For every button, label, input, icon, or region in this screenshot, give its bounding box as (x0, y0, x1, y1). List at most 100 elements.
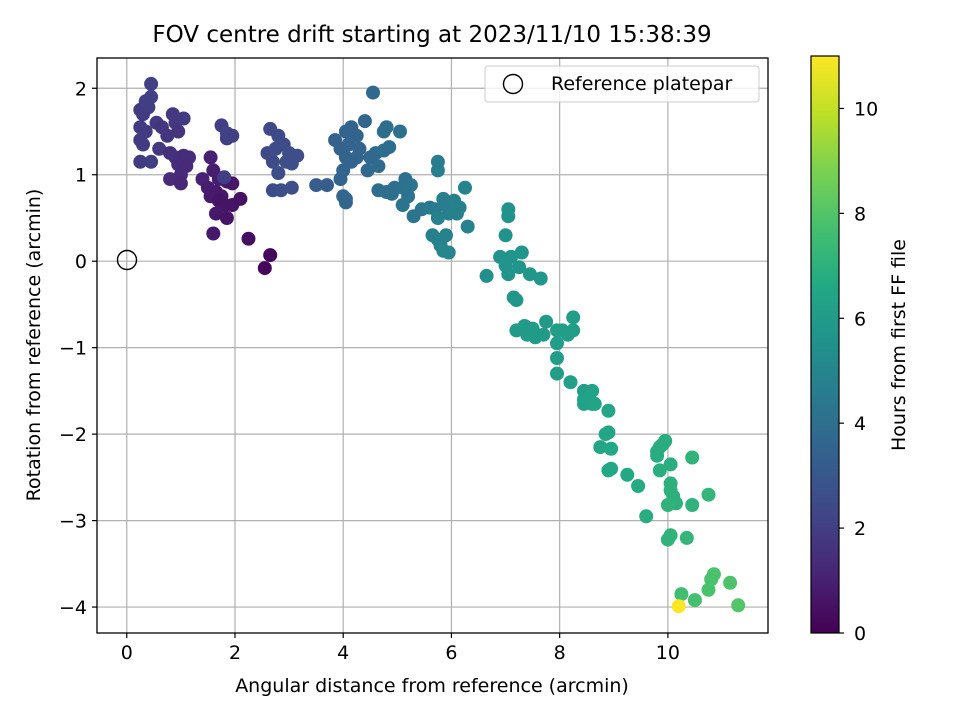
data-point (566, 310, 581, 325)
data-point (217, 170, 232, 185)
data-point (430, 211, 445, 225)
data-point (536, 327, 551, 342)
y-tick-label: 0 (75, 251, 87, 273)
data-point (479, 268, 494, 283)
data-point (601, 425, 616, 440)
colorbar-tick-label: 6 (854, 308, 866, 330)
data-point (706, 567, 721, 582)
data-point (341, 137, 356, 152)
data-point (522, 267, 537, 282)
data-point (265, 154, 280, 169)
data-point (393, 124, 407, 139)
data-point (176, 111, 191, 126)
data-point (379, 120, 394, 135)
data-point (550, 366, 564, 381)
x-tick-label: 4 (337, 642, 349, 664)
data-point (136, 137, 150, 152)
y-tick-label: −2 (59, 424, 87, 446)
data-point (550, 336, 564, 351)
legend-marker-icon (502, 73, 524, 95)
data-point (320, 178, 334, 193)
data-point (219, 211, 234, 225)
data-point (233, 191, 248, 206)
data-point (268, 141, 283, 156)
data-point (723, 575, 738, 590)
legend: Reference platepar (484, 65, 760, 103)
data-point (639, 509, 654, 524)
data-point (441, 245, 456, 260)
data-point (209, 206, 223, 221)
data-point (439, 228, 453, 243)
data-points (133, 76, 746, 614)
y-tick-label: −3 (59, 511, 87, 533)
data-point (650, 448, 665, 463)
data-point (449, 206, 464, 221)
data-point (144, 76, 159, 91)
data-point (509, 293, 524, 308)
data-point (284, 156, 299, 171)
colorbar-tick-label: 2 (854, 518, 866, 540)
data-point (284, 180, 299, 195)
colorbar-tick-label: 4 (854, 413, 866, 435)
data-point (685, 498, 700, 512)
y-tick-label: −1 (59, 338, 87, 360)
data-point (550, 351, 564, 365)
data-point (631, 479, 646, 493)
data-point (501, 209, 516, 224)
data-point (371, 159, 386, 174)
data-point (206, 226, 221, 241)
data-point (241, 231, 256, 246)
colorbar-label: Hours from first FF file (888, 239, 910, 451)
y-tick-label: −4 (59, 597, 87, 619)
data-point (160, 128, 175, 143)
colorbar-tick-label: 8 (854, 203, 866, 225)
data-point (539, 314, 554, 329)
colorbar-tick-label: 10 (854, 98, 878, 120)
y-axis-label: Rotation from reference (arcmin) (23, 189, 45, 502)
data-point (685, 450, 700, 465)
reference-platepar-marker (116, 249, 138, 271)
data-point (257, 261, 272, 276)
data-point (601, 463, 616, 478)
data-point (674, 587, 689, 602)
plot-frame (96, 57, 769, 634)
data-point (360, 163, 375, 178)
x-axis: 0 2 4 6 8 10 (121, 633, 680, 664)
data-point (163, 172, 178, 187)
chart-title: FOV centre drift starting at 2023/11/10 … (152, 22, 711, 48)
data-point (563, 375, 578, 390)
data-point (309, 178, 324, 193)
data-point (430, 154, 445, 169)
data-point (263, 248, 278, 263)
data-point (620, 467, 635, 482)
data-point (660, 498, 675, 512)
data-point (458, 180, 472, 195)
data-point (395, 198, 410, 212)
data-point (533, 271, 548, 286)
y-tick-label: 2 (75, 78, 87, 100)
data-point (144, 154, 159, 169)
data-point (376, 143, 391, 158)
data-point (587, 396, 602, 411)
x-tick-label: 8 (554, 642, 566, 664)
data-point (501, 267, 516, 282)
data-point (601, 403, 616, 418)
data-point (566, 323, 581, 338)
data-point (219, 126, 234, 141)
data-point (663, 457, 678, 472)
data-point (357, 114, 372, 129)
data-point (731, 598, 746, 613)
data-point (152, 141, 167, 156)
x-tick-label: 0 (121, 642, 133, 664)
data-point (687, 593, 702, 608)
data-point (593, 440, 608, 455)
data-point (173, 176, 188, 191)
data-point (349, 150, 364, 165)
data-point (171, 124, 186, 139)
data-point (366, 85, 380, 100)
data-point (271, 166, 286, 180)
x-axis-label: Angular distance from reference (arcmin) (235, 675, 629, 697)
x-tick-label: 10 (656, 642, 680, 664)
data-point (671, 599, 686, 614)
